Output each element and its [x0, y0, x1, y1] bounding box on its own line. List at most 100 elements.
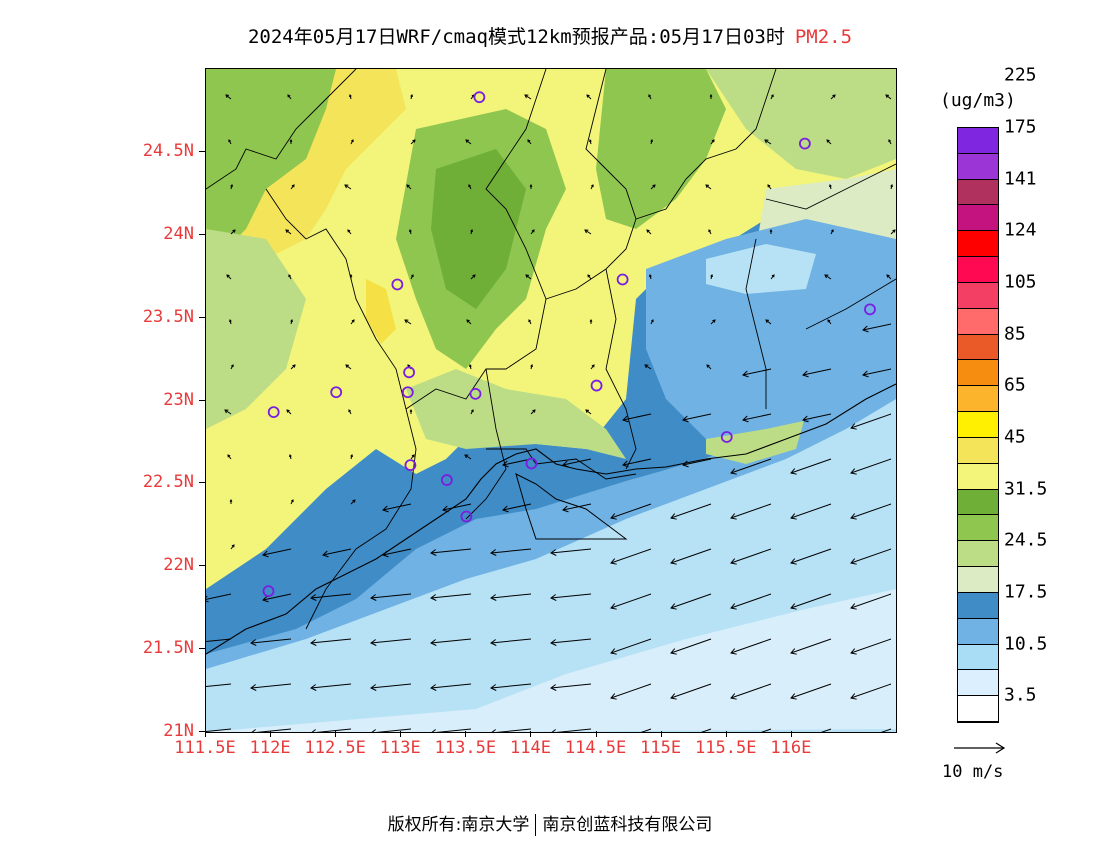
wind-vector	[589, 319, 593, 324]
wind-vector	[610, 638, 652, 655]
wind-vector	[530, 229, 535, 235]
wind-vector	[409, 409, 413, 414]
lat-tick-mark	[199, 648, 205, 650]
lat-tick-label: 21N	[163, 721, 194, 741]
wind-vector	[644, 364, 652, 370]
title-text: 2024年05月17日WRF/cmaq模式12km预报产品:05月17日03时	[247, 26, 785, 48]
station-marker	[404, 459, 417, 472]
wind-vector	[610, 593, 652, 610]
wind-vector	[468, 364, 472, 370]
station-marker	[720, 431, 733, 443]
lon-tick-label: 112E	[249, 738, 291, 758]
wind-vector	[850, 593, 892, 610]
wind-vector	[410, 454, 415, 460]
lat-tick-mark	[199, 399, 205, 401]
wind-vector	[709, 94, 713, 99]
wind-vector	[370, 593, 412, 601]
wind-vector	[710, 139, 715, 145]
coastline	[206, 383, 896, 655]
wind-vector	[349, 274, 353, 279]
wind-vector	[502, 503, 532, 513]
station-marker	[440, 474, 453, 486]
copyright-left: 版权所有:南京大学	[387, 815, 530, 835]
station-marker	[525, 457, 538, 470]
wind-vector	[490, 638, 532, 646]
wind-vector	[310, 638, 352, 646]
wind-vector	[408, 229, 412, 235]
colorbar-label: 65	[1004, 374, 1026, 396]
wind-vector	[648, 274, 652, 280]
field-green-central-dark	[431, 149, 526, 309]
wind-vector	[225, 94, 232, 100]
lon-tick-mark	[205, 731, 206, 737]
colorbar-label: 124	[1004, 219, 1037, 241]
lat-tick-mark	[199, 482, 205, 484]
wind-vector	[730, 458, 772, 475]
wind-vector	[850, 638, 892, 655]
wind-vector	[790, 503, 832, 520]
lat-tick-mark	[199, 565, 205, 567]
wind-vector	[802, 368, 832, 378]
station-marker	[473, 91, 486, 104]
wind-vector	[824, 274, 832, 280]
wind-vector	[530, 409, 536, 415]
wind-vector	[382, 503, 412, 513]
wind-vector	[286, 409, 292, 415]
wind-vector	[587, 274, 592, 280]
wind-vector	[588, 139, 592, 145]
wind-vector	[382, 548, 412, 558]
wind-vector	[550, 638, 592, 646]
copyright-right: 南京创蓝科技有限公司	[542, 815, 713, 835]
wind-vector	[350, 499, 356, 505]
station-marker	[798, 137, 811, 150]
station-markers	[262, 91, 876, 598]
colorbar-cell	[958, 412, 998, 438]
wind-vector	[888, 139, 892, 145]
lon-tick-label: 114E	[509, 738, 551, 758]
wind-vector	[700, 728, 712, 732]
colorbar-cell	[958, 437, 998, 464]
colorbar-label: 105	[1004, 271, 1037, 293]
wind-vector	[470, 274, 476, 280]
wind-vector	[650, 184, 656, 190]
wind-vector	[765, 319, 772, 325]
colorbar-unit: (ug/m3)	[940, 90, 1016, 111]
wind-vector	[670, 548, 712, 565]
footer-separator	[535, 814, 537, 836]
wind-vector	[622, 413, 652, 423]
wind-vector	[289, 139, 293, 144]
field-lightblue-inland	[706, 244, 816, 294]
wind-vector	[348, 94, 352, 100]
wind-vector	[650, 139, 654, 145]
wind-vector	[850, 458, 892, 475]
wind-vector	[370, 683, 412, 691]
wind-vector	[769, 229, 773, 234]
wind-vector	[350, 139, 354, 145]
wind-vector	[350, 319, 355, 325]
wind-vector	[290, 184, 295, 190]
lon-tick-mark	[790, 731, 792, 737]
wind-vector	[730, 683, 772, 700]
wind-vector	[830, 229, 834, 235]
colorbar-cell	[958, 567, 998, 593]
field-green-north	[596, 69, 726, 229]
wind-vector	[828, 184, 832, 190]
wind-vector	[230, 364, 234, 370]
lon-tick-mark	[465, 731, 467, 737]
colorbar-label: 17.5	[1004, 581, 1048, 603]
wind-vector	[468, 184, 472, 190]
wind-vector	[290, 499, 294, 505]
lat-tick-label: 24N	[163, 223, 194, 244]
wind-reference-label: 10 m/s	[942, 762, 1004, 782]
pollutant-label: PM2.5	[794, 26, 853, 48]
wind-vector	[790, 548, 832, 565]
wind-vector	[880, 728, 892, 732]
lat-tick-label: 23N	[163, 389, 194, 410]
colorbar-cell	[958, 205, 998, 232]
colorbar-cell	[958, 231, 998, 258]
wind-vector	[742, 413, 772, 423]
wind-vector	[262, 593, 292, 603]
wind-vector	[490, 593, 532, 601]
wind-vector	[430, 548, 472, 556]
wind-vector	[287, 94, 292, 100]
